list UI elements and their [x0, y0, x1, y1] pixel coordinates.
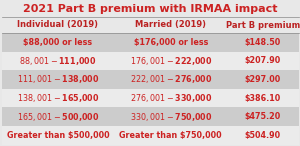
Text: $88,000 or less: $88,000 or less [23, 38, 92, 47]
Text: $276,001 - $330,000: $276,001 - $330,000 [130, 92, 212, 104]
Text: Part B premium: Part B premium [226, 20, 300, 29]
Text: Individual (2019): Individual (2019) [17, 20, 98, 29]
Text: $475.20: $475.20 [245, 112, 281, 121]
Text: Greater than $500,000: Greater than $500,000 [7, 131, 109, 140]
Text: $504.90: $504.90 [245, 131, 281, 140]
Text: $176,001 - $222,000: $176,001 - $222,000 [130, 55, 212, 67]
Text: $207.90: $207.90 [245, 56, 281, 65]
Text: Married (2019): Married (2019) [135, 20, 206, 29]
Text: $386.10: $386.10 [245, 94, 281, 102]
Text: $297.00: $297.00 [245, 75, 281, 84]
Text: $88,001 - $111,000: $88,001 - $111,000 [19, 55, 97, 67]
Text: $148.50: $148.50 [245, 38, 281, 47]
Text: $165,001 - $500,000: $165,001 - $500,000 [17, 111, 99, 123]
Text: $138,001 - $165,000: $138,001 - $165,000 [17, 92, 99, 104]
Text: 2021 Part B premium with IRMAA impact: 2021 Part B premium with IRMAA impact [23, 4, 277, 14]
Text: $222,001 - $276,000: $222,001 - $276,000 [130, 73, 212, 85]
Text: $111,001 - $138,000: $111,001 - $138,000 [17, 73, 99, 85]
Text: $330,001 - $750,000: $330,001 - $750,000 [130, 111, 212, 123]
Text: Greater than $750,000: Greater than $750,000 [119, 131, 222, 140]
Text: $176,000 or less: $176,000 or less [134, 38, 208, 47]
